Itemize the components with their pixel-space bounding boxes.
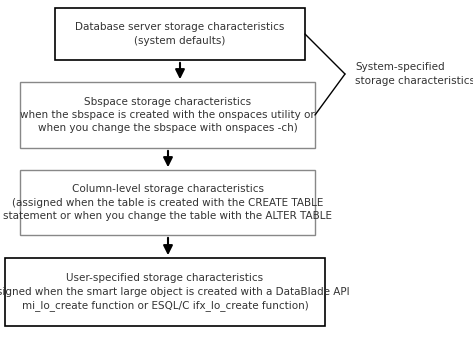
Bar [55, 8, 305, 60]
Text: User-specified storage characteristics
(assigned when the smart large object is : User-specified storage characteristics (… [0, 273, 350, 311]
Bar [20, 82, 315, 148]
Text: Sbspace storage characteristics
when the sbspace is created with the onspaces ut: Sbspace storage characteristics when the… [20, 97, 315, 133]
Bar [5, 258, 325, 326]
Text: Column-level storage characteristics
(assigned when the table is created with th: Column-level storage characteristics (as… [3, 184, 332, 221]
Text: Database server storage characteristics
(system defaults): Database server storage characteristics … [75, 23, 285, 46]
Bar [20, 170, 315, 235]
Text: System-specified
storage characteristics: System-specified storage characteristics [355, 62, 473, 86]
